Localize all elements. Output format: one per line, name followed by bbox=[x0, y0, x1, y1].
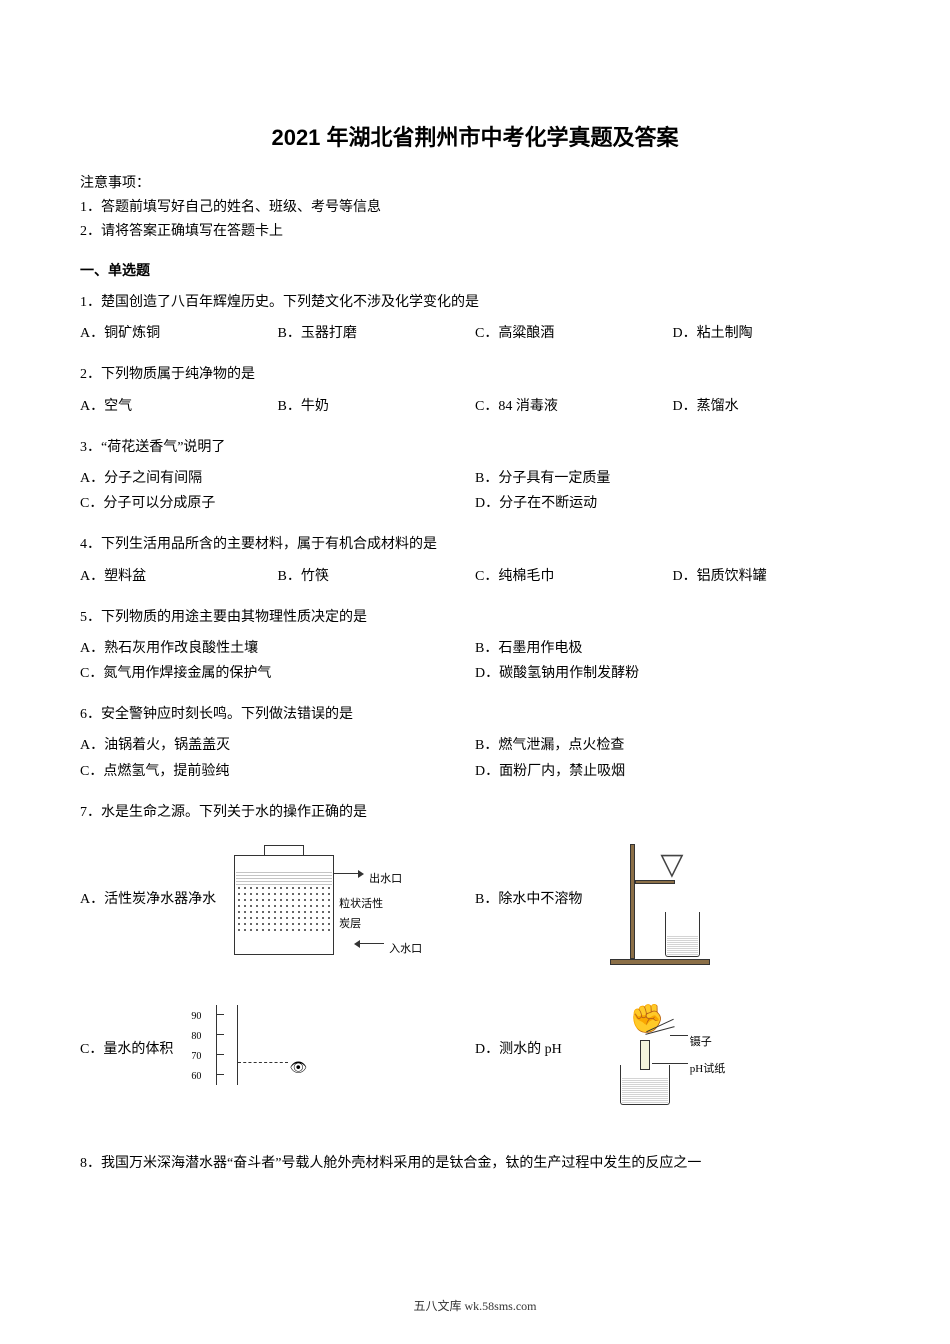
question-5-text: 5．下列物质的用途主要由其物理性质决定的是 bbox=[80, 605, 870, 630]
question-7-text: 7．水是生命之源。下列关于水的操作正确的是 bbox=[80, 800, 870, 825]
notice-header: 注意事项： bbox=[80, 172, 870, 192]
question-2-options: A．空气 B．牛奶 C．84 消毒液 D．蒸馏水 bbox=[80, 394, 870, 419]
question-8: 8．我国万米深海潜水器“奋斗者”号载人舱外壳材料采用的是钛合金，钛的生产过程中发… bbox=[80, 1151, 870, 1176]
option-2c: C．84 消毒液 bbox=[475, 394, 673, 419]
option-7a: A．活性炭净水器净水 出水口 粒状活性炭层 入水口 bbox=[80, 835, 475, 965]
question-5: 5．下列物质的用途主要由其物理性质决定的是 A．熟石灰用作改良酸性土壤 B．石墨… bbox=[80, 605, 870, 687]
question-4: 4．下列生活用品所含的主要材料，属于有机合成材料的是 A．塑料盆 B．竹筷 C．… bbox=[80, 532, 870, 588]
section-1-title: 一、单选题 bbox=[80, 260, 870, 280]
option-7a-label: A．活性炭净水器净水 bbox=[80, 887, 216, 912]
option-4d: D．铝质饮料罐 bbox=[673, 564, 871, 589]
option-3b: B．分子具有一定质量 bbox=[475, 466, 870, 491]
option-6b: B．燃气泄漏，点火检查 bbox=[475, 733, 870, 758]
question-7: 7．水是生命之源。下列关于水的操作正确的是 A．活性炭净水器净水 出水口 粒状活… bbox=[80, 800, 870, 1135]
option-7d-label: D．测水的 pH bbox=[475, 1037, 562, 1062]
notice-item-1: 1．答题前填写好自己的姓名、班级、考号等信息 bbox=[80, 196, 870, 216]
option-3d: D．分子在不断运动 bbox=[475, 491, 870, 516]
option-1c: C．高粱酿酒 bbox=[475, 321, 673, 346]
diagram-ph-test: ✊ 镊子 pH试纸 bbox=[570, 995, 750, 1105]
question-1-text: 1．楚国创造了八百年辉煌历史。下列楚文化不涉及化学变化的是 bbox=[80, 290, 870, 315]
question-6: 6．安全警钟应时刻长鸣。下列做法错误的是 A．油锅着火，锅盖盖灭 B．燃气泄漏，… bbox=[80, 702, 870, 784]
question-4-options: A．塑料盆 B．竹筷 C．纯棉毛巾 D．铝质饮料罐 bbox=[80, 564, 870, 589]
option-2b: B．牛奶 bbox=[278, 394, 476, 419]
option-7b: B．除水中不溶物 ▽ bbox=[475, 835, 870, 965]
option-6a: A．油锅着火，锅盖盖灭 bbox=[80, 733, 475, 758]
question-1: 1．楚国创造了八百年辉煌历史。下列楚文化不涉及化学变化的是 A．铜矿炼铜 B．玉… bbox=[80, 290, 870, 346]
option-3a: A．分子之间有间隔 bbox=[80, 466, 475, 491]
option-2d: D．蒸馏水 bbox=[673, 394, 871, 419]
notice-item-2: 2．请将答案正确填写在答题卡上 bbox=[80, 220, 870, 240]
diagram-graduated-cylinder: 90 80 70 60 👁 bbox=[181, 1000, 351, 1100]
question-6-text: 6．安全警钟应时刻长鸣。下列做法错误的是 bbox=[80, 702, 870, 727]
option-5a: A．熟石灰用作改良酸性土壤 bbox=[80, 636, 475, 661]
option-7d: D．测水的 pH ✊ 镊子 pH试纸 bbox=[475, 995, 870, 1105]
question-3-text: 3．“荷花送香气”说明了 bbox=[80, 435, 870, 460]
option-6d: D．面粉厂内，禁止吸烟 bbox=[475, 759, 870, 784]
option-6c: C．点燃氢气，提前验纯 bbox=[80, 759, 475, 784]
hand-icon: ✊ bbox=[630, 995, 665, 1045]
question-7-options: A．活性炭净水器净水 出水口 粒状活性炭层 入水口 B．除水中不溶物 ▽ bbox=[80, 835, 870, 1135]
question-3: 3．“荷花送香气”说明了 A．分子之间有间隔 B．分子具有一定质量 C．分子可以… bbox=[80, 435, 870, 517]
question-2-text: 2．下列物质属于纯净物的是 bbox=[80, 362, 870, 387]
option-1a: A．铜矿炼铜 bbox=[80, 321, 278, 346]
option-4a: A．塑料盆 bbox=[80, 564, 278, 589]
question-5-options: A．熟石灰用作改良酸性土壤 B．石墨用作电极 C．氮气用作焊接金属的保护气 D．… bbox=[80, 636, 870, 686]
page-title: 2021 年湖北省荆州市中考化学真题及答案 bbox=[80, 120, 870, 152]
option-7c-label: C．量水的体积 bbox=[80, 1037, 173, 1062]
question-1-options: A．铜矿炼铜 B．玉器打磨 C．高粱酿酒 D．粘土制陶 bbox=[80, 321, 870, 346]
option-1b: B．玉器打磨 bbox=[278, 321, 476, 346]
option-3c: C．分子可以分成原子 bbox=[80, 491, 475, 516]
eye-icon: 👁 bbox=[289, 1056, 307, 1081]
question-8-text: 8．我国万米深海潜水器“奋斗者”号载人舱外壳材料采用的是钛合金，钛的生产过程中发… bbox=[80, 1151, 870, 1176]
question-4-text: 4．下列生活用品所含的主要材料，属于有机合成材料的是 bbox=[80, 532, 870, 557]
option-4b: B．竹筷 bbox=[278, 564, 476, 589]
option-5b: B．石墨用作电极 bbox=[475, 636, 870, 661]
question-6-options: A．油锅着火，锅盖盖灭 B．燃气泄漏，点火检查 C．点燃氢气，提前验纯 D．面粉… bbox=[80, 733, 870, 783]
option-5d: D．碳酸氢钠用作制发酵粉 bbox=[475, 661, 870, 686]
page-footer: 五八文库 wk.58sms.com bbox=[0, 1297, 950, 1314]
option-7b-label: B．除水中不溶物 bbox=[475, 887, 582, 912]
option-4c: C．纯棉毛巾 bbox=[475, 564, 673, 589]
option-1d: D．粘土制陶 bbox=[673, 321, 871, 346]
option-5c: C．氮气用作焊接金属的保护气 bbox=[80, 661, 475, 686]
notice-section: 注意事项： 1．答题前填写好自己的姓名、班级、考号等信息 2．请将答案正确填写在… bbox=[80, 172, 870, 240]
option-2a: A．空气 bbox=[80, 394, 278, 419]
diagram-water-purifier: 出水口 粒状活性炭层 入水口 bbox=[224, 835, 424, 965]
diagram-filtration: ▽ bbox=[590, 835, 730, 965]
question-3-options: A．分子之间有间隔 B．分子具有一定质量 C．分子可以分成原子 D．分子在不断运… bbox=[80, 466, 870, 516]
option-7c: C．量水的体积 90 80 70 60 👁 bbox=[80, 1000, 475, 1100]
question-2: 2．下列物质属于纯净物的是 A．空气 B．牛奶 C．84 消毒液 D．蒸馏水 bbox=[80, 362, 870, 418]
